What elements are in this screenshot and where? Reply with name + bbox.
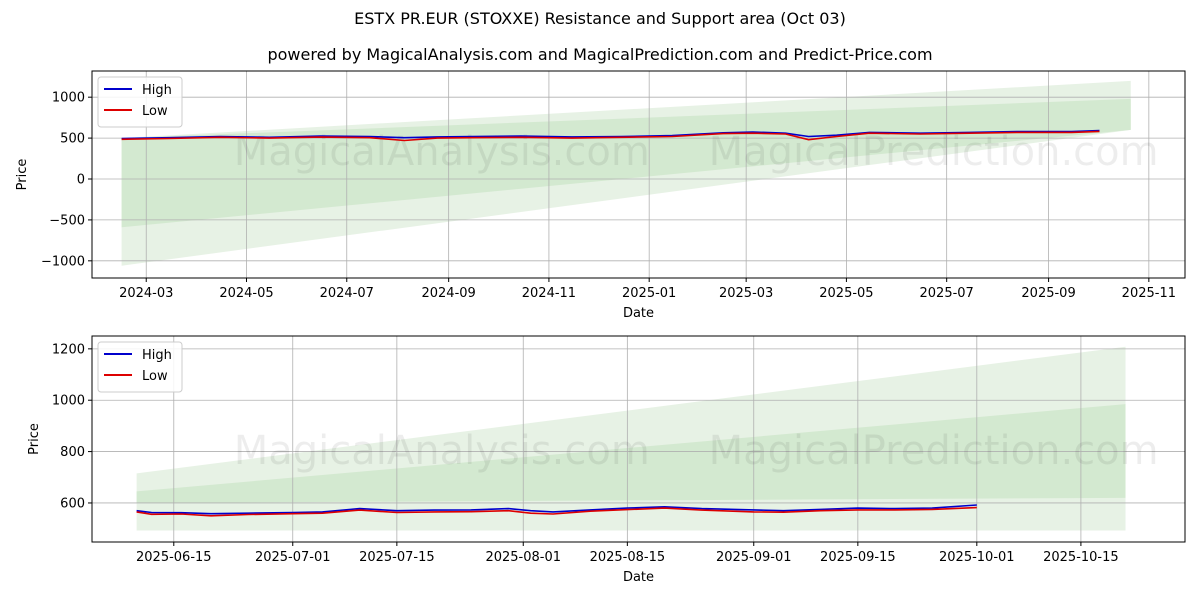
y-axis-label: Price [27,423,42,455]
y-tick-label: −1000 [41,254,85,269]
y-tick-label: 1000 [52,91,85,106]
y-axis-label: Price [15,159,30,191]
x-tick-label: 2025-07-01 [255,550,331,565]
x-tick-label: 2025-11 [1122,286,1176,301]
x-axis-label: Date [623,570,654,585]
x-tick-label: 2025-03 [719,286,773,301]
y-tick-label: 800 [60,445,85,460]
series-line-low [121,130,1100,142]
x-tick-label: 2024-07 [320,286,374,301]
plot-frame [91,70,1186,279]
x-tick-label: 2025-09-15 [820,550,896,565]
watermark-text: MagicalAnalysis.com [234,428,650,474]
legend-label-low: Low [142,104,168,119]
x-tick-label: 2025-07 [920,286,974,301]
x-tick-label: 2025-07-15 [359,550,435,565]
chart-title: ESTX PR.EUR (STOXXE) Resistance and Supp… [354,9,846,28]
inner-band [136,404,1126,503]
watermark-text: MagicalPrediction.com [709,129,1159,175]
y-tick-label: 0 [77,173,85,188]
x-axis-label: Date [623,306,654,321]
plot-frame [91,335,1186,543]
chart-panel-1: MagicalAnalysis.com MagicalPrediction.com… [15,70,1186,321]
series-line-high [136,504,977,515]
watermark-text: MagicalPrediction.com [709,428,1159,474]
legend-label-high: High [142,348,172,363]
x-tick-label: 2025-09-01 [716,550,792,565]
legend: High Low [97,76,183,128]
chart-subtitle: powered by MagicalAnalysis.com and Magic… [267,45,933,64]
y-tick-label: −500 [49,213,85,228]
legend-label-high: High [142,83,172,98]
y-tick-label: 600 [60,496,85,511]
series-line-low [136,506,977,517]
y-tick-label: 1200 [52,342,85,357]
x-tick-label: 2024-03 [119,286,173,301]
x-tick-label: 2025-08-15 [590,550,666,565]
x-tick-label: 2025-10-15 [1043,550,1119,565]
legend: High Low [97,341,183,393]
x-tick-label: 2025-10-01 [939,550,1015,565]
chart-panel-2: MagicalAnalysis.com MagicalPrediction.com… [27,335,1186,585]
y-tick-label: 500 [60,132,85,147]
x-tick-label: 2024-09 [421,286,475,301]
legend-label-low: Low [142,369,168,384]
x-tick-label: 2024-05 [219,286,273,301]
y-tick-label: 1000 [52,394,85,409]
x-tick-label: 2025-05 [819,286,873,301]
x-tick-label: 2024-11 [522,286,576,301]
x-tick-label: 2025-06-15 [136,550,212,565]
x-tick-label: 2025-09 [1021,286,1075,301]
inner-band [121,98,1131,228]
x-tick-label: 2025-08-01 [485,550,561,565]
x-tick-label: 2025-01 [622,286,676,301]
